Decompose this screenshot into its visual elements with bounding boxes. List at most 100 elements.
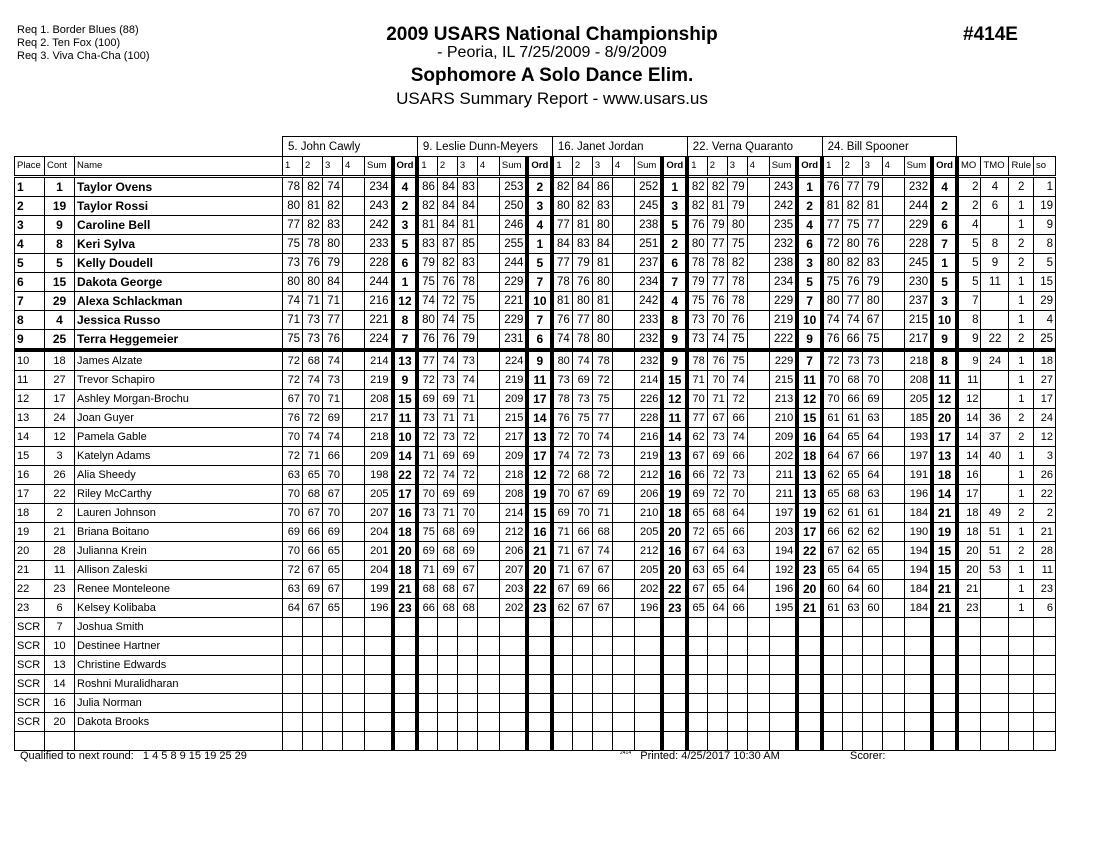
score-cell: 74 bbox=[726, 370, 748, 390]
ordinal-cell: 7 bbox=[525, 310, 555, 330]
so-cell: 9 bbox=[1033, 215, 1057, 235]
score-cell bbox=[342, 349, 365, 371]
score-cell: 74 bbox=[726, 427, 748, 447]
header-judge-col: 2 bbox=[302, 156, 323, 178]
score-cell: 66 bbox=[841, 329, 863, 352]
place: SCR bbox=[14, 712, 45, 732]
sum-cell bbox=[768, 674, 798, 694]
score-cell: 75 bbox=[726, 349, 748, 371]
score-cell: 69 bbox=[436, 560, 458, 580]
score-cell bbox=[322, 617, 343, 637]
score-cell bbox=[706, 655, 728, 675]
sum-cell bbox=[498, 693, 528, 713]
score-cell: 78 bbox=[591, 349, 613, 371]
ordinal-cell: 8 bbox=[390, 310, 420, 330]
score-cell bbox=[746, 484, 770, 504]
ordinal-cell: 20 bbox=[390, 541, 420, 561]
judge-name: 16. Janet Jordan bbox=[551, 136, 688, 157]
rule-cell: 2 bbox=[1008, 329, 1035, 352]
score-cell bbox=[611, 370, 635, 390]
score-cell bbox=[342, 329, 365, 352]
ordinal-cell: 20 bbox=[525, 560, 555, 580]
score-cell: 75 bbox=[726, 234, 748, 254]
score-cell bbox=[342, 370, 365, 390]
table-row: 14 12 Pamela Gable 70 74 74 218 10 72 73 72 217 13 72… bbox=[14, 427, 1057, 447]
score-cell bbox=[282, 674, 303, 694]
sum-cell: 191 bbox=[903, 465, 933, 485]
rule-cell: 1 bbox=[1008, 579, 1035, 599]
score-cell: 67 bbox=[302, 598, 323, 618]
score-cell bbox=[726, 636, 748, 656]
place: 12 bbox=[14, 389, 45, 409]
so-cell: 11 bbox=[1033, 560, 1057, 580]
score-cell bbox=[686, 712, 708, 732]
sum-cell: 229 bbox=[498, 272, 528, 292]
score-cell: 80 bbox=[282, 272, 303, 292]
score-cell: 71 bbox=[456, 389, 478, 409]
so-cell: 26 bbox=[1033, 465, 1057, 485]
score-cell: 76 bbox=[282, 408, 303, 428]
score-cell: 80 bbox=[591, 310, 613, 330]
ordinal-cell: 5 bbox=[390, 234, 420, 254]
printed-timestamp: Printed: 4/25/2017 10:30 AM bbox=[640, 750, 780, 762]
place: 10 bbox=[14, 349, 45, 371]
sum-cell bbox=[903, 712, 933, 732]
score-cell: 84 bbox=[322, 272, 343, 292]
sum-cell: 213 bbox=[768, 389, 798, 409]
so-cell bbox=[1033, 636, 1057, 656]
place: 6 bbox=[14, 272, 45, 292]
score-cell: 70 bbox=[706, 370, 728, 390]
score-cell bbox=[746, 560, 770, 580]
sum-cell: 205 bbox=[903, 389, 933, 409]
score-cell bbox=[746, 176, 770, 197]
sum-cell bbox=[903, 655, 933, 675]
score-cell bbox=[476, 731, 500, 751]
score-cell: 69 bbox=[456, 446, 478, 466]
score-cell bbox=[476, 712, 500, 732]
contestant-name: Lauren Johnson bbox=[74, 503, 283, 523]
table-row: 20 28 Julianna Krein 70 66 65 201 20 69 68 69 206 21… bbox=[14, 541, 1057, 561]
score-cell: 73 bbox=[436, 370, 458, 390]
score-cell: 85 bbox=[456, 234, 478, 254]
score-cell: 66 bbox=[821, 522, 843, 542]
place: 8 bbox=[14, 310, 45, 330]
score-cell: 72 bbox=[456, 465, 478, 485]
tmo-cell: 22 bbox=[980, 329, 1010, 352]
score-cell: 67 bbox=[591, 560, 613, 580]
sum-cell: 196 bbox=[768, 579, 798, 599]
ordinal-cell bbox=[795, 655, 825, 675]
rule-cell: 1 bbox=[1008, 598, 1035, 618]
ordinal-cell: 18 bbox=[795, 446, 825, 466]
score-cell bbox=[342, 636, 365, 656]
score-cell: 77 bbox=[841, 291, 863, 311]
score-cell: 69 bbox=[282, 522, 303, 542]
ordinal-cell: 20 bbox=[930, 408, 959, 428]
score-cell bbox=[861, 693, 883, 713]
score-cell: 81 bbox=[861, 196, 883, 216]
score-cell: 65 bbox=[706, 522, 728, 542]
sum-cell bbox=[768, 636, 798, 656]
score-cell bbox=[746, 272, 770, 292]
score-cell bbox=[476, 522, 500, 542]
sum-cell: 215 bbox=[768, 370, 798, 390]
score-cell: 80 bbox=[591, 272, 613, 292]
ordinal-cell bbox=[660, 731, 690, 751]
sum-cell: 214 bbox=[498, 503, 528, 523]
score-cell: 70 bbox=[282, 541, 303, 561]
sum-cell: 244 bbox=[903, 196, 933, 216]
ordinal-cell: 18 bbox=[660, 503, 690, 523]
score-cell: 72 bbox=[726, 389, 748, 409]
score-cell: 80 bbox=[282, 196, 303, 216]
so-cell: 17 bbox=[1033, 389, 1057, 409]
score-cell: 66 bbox=[861, 446, 883, 466]
sum-cell: 219 bbox=[498, 370, 528, 390]
score-cell bbox=[342, 427, 365, 447]
ordinal-cell bbox=[795, 617, 825, 637]
sum-cell: 192 bbox=[768, 560, 798, 580]
score-cell: 61 bbox=[841, 408, 863, 428]
score-cell bbox=[611, 541, 635, 561]
score-cell bbox=[881, 408, 905, 428]
contestant-name: Julianna Krein bbox=[74, 541, 283, 561]
ordinal-cell: 11 bbox=[795, 370, 825, 390]
score-cell: 79 bbox=[861, 272, 883, 292]
